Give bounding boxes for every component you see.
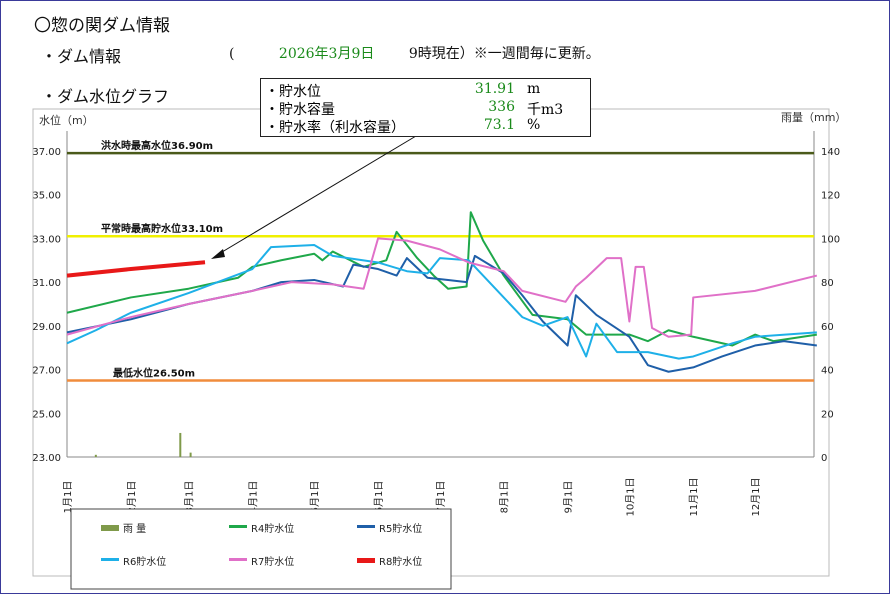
x-tick-label: 1月1日 [62, 481, 74, 514]
y2-tick-label: 20 [821, 409, 834, 420]
legend-swatch [357, 525, 375, 528]
paren: ( [229, 46, 235, 62]
y2-tick-label: 100 [821, 234, 840, 245]
value: 73.1 [483, 117, 515, 133]
reference-line-label: 最低水位26.50m [113, 367, 195, 380]
x-tick-label: 9月1日 [563, 481, 575, 514]
current-status-callout: ・貯水位 31.91 m ・貯水容量 336 千m3 ・貯水率（利水容量） 73.1% [260, 78, 591, 137]
y2-axis-label: 雨量（mm） [781, 111, 846, 124]
x-tick-label: 5月1日 [309, 481, 321, 514]
arrow-head [211, 249, 225, 259]
y-tick-label: 29.00 [32, 322, 61, 333]
label: ・貯水容量 [265, 102, 335, 118]
y-axis-label: 水位（m） [39, 113, 94, 127]
legend-swatch [229, 525, 247, 528]
reference-line-label: 洪水時最高水位36.90m [101, 139, 213, 152]
legend-swatch [101, 558, 119, 561]
x-tick-label: 11月1日 [688, 477, 700, 516]
legend-swatch [229, 558, 247, 561]
legend-label: R4貯水位 [251, 522, 294, 535]
x-tick-label: 10月1日 [624, 477, 636, 516]
label: ・貯水率（利水容量） [265, 120, 405, 136]
legend-label: R6貯水位 [123, 555, 166, 568]
y2-tick-label: 0 [821, 453, 827, 464]
legend-swatch [357, 558, 375, 563]
y2-tick-label: 120 [821, 191, 840, 202]
graph-heading: ・ダム水位グラフ [41, 87, 170, 106]
rain-bar [94, 454, 97, 457]
legend-label: R5貯水位 [379, 522, 422, 535]
callout-arrow [216, 135, 417, 256]
dam-info-heading: ・ダム情報 [41, 47, 122, 66]
label: ・貯水位 [265, 84, 321, 100]
water-level-row: ・貯水位 31.91 m [265, 81, 585, 100]
x-tick-label: 6月1日 [373, 481, 385, 514]
x-tick-label: 3月1日 [184, 481, 196, 514]
legend-box [70, 508, 452, 590]
y-tick-label: 37.00 [32, 147, 61, 158]
value: 31.91 [474, 81, 515, 97]
y-tick-label: 35.00 [32, 191, 61, 202]
storage-rate-row: ・貯水率（利水容量） 73.1% [265, 117, 585, 136]
legend-label: R8貯水位 [379, 555, 422, 568]
y-tick-label: 31.00 [32, 278, 61, 289]
x-tick-label: 7月1日 [435, 481, 447, 514]
reference-line-label: 平常時最高貯水位33.10m [101, 222, 223, 235]
value: 336 [488, 99, 515, 115]
series-line [66, 237, 818, 338]
unit: % [527, 117, 541, 133]
x-tick-label: 12月1日 [750, 477, 762, 516]
page-title: 〇惣の関ダム情報 [34, 16, 170, 36]
chart-frame [32, 108, 830, 577]
y-tick-label: 33.00 [32, 234, 61, 245]
y2-tick-label: 60 [821, 322, 834, 333]
series-line [66, 211, 817, 347]
y-tick-label: 27.00 [32, 366, 61, 377]
y2-tick-label: 80 [821, 278, 834, 289]
legend-swatch [101, 525, 119, 531]
series-line [66, 260, 206, 278]
storage-volume-row: ・貯水容量 336 千m3 [265, 99, 585, 118]
series-line [66, 243, 817, 360]
unit: 千m3 [527, 102, 564, 118]
x-tick-label: 2月1日 [126, 481, 138, 514]
rain-bar [189, 452, 192, 457]
y-tick-label: 23.00 [32, 453, 61, 464]
y2-tick-label: 140 [821, 147, 840, 158]
update-time: 9時現在）※一週間毎に更新。 [408, 46, 600, 62]
y2-tick-label: 40 [821, 366, 834, 377]
unit: m [527, 81, 541, 97]
legend-label: 雨 量 [123, 523, 146, 535]
series-line [66, 254, 817, 373]
x-tick-label: 4月1日 [247, 481, 259, 514]
update-date: 2026年3月9日 [278, 46, 375, 62]
x-tick-label: 8月1日 [499, 481, 511, 514]
update-date-line: ( 2026年3月9日 9時現在）※一週間毎に更新。 [229, 43, 600, 63]
y-tick-label: 25.00 [32, 409, 61, 420]
legend-label: R7貯水位 [251, 555, 294, 568]
rain-bar [179, 432, 182, 457]
